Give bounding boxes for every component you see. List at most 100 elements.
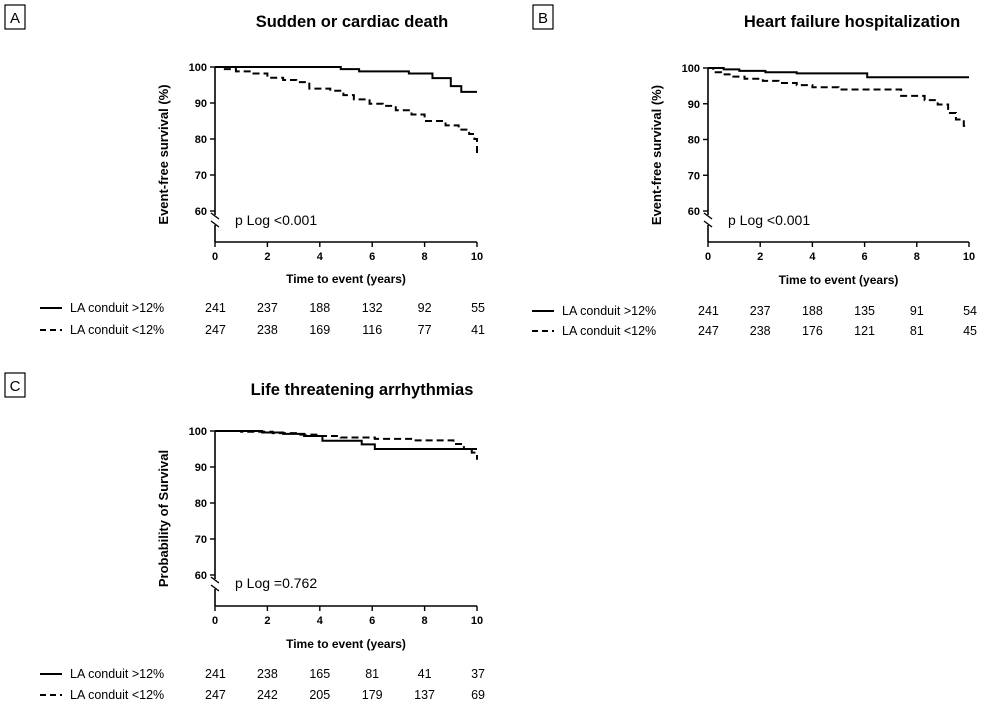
y-tick-label: 100 — [682, 63, 700, 75]
y-tick-label: 60 — [195, 570, 207, 582]
risk-count: 247 — [205, 323, 226, 337]
risk-count: 55 — [471, 301, 485, 315]
p-value-annotation: p Log =0.762 — [235, 575, 317, 591]
x-tick-label: 6 — [862, 251, 868, 263]
y-axis-label: Event-free survival (%) — [649, 85, 664, 225]
y-tick-label: 80 — [195, 134, 207, 146]
risk-count: 37 — [471, 667, 485, 681]
x-tick-label: 4 — [317, 251, 324, 263]
chart-panel-b: B Heart failure hospitalization6070809010… — [532, 4, 977, 338]
x-axis: 0 2 4 6 8 10 Time to event (years) — [212, 605, 483, 651]
risk-count: 242 — [257, 688, 278, 702]
risk-count: 54 — [963, 304, 977, 318]
risk-count: 41 — [418, 667, 432, 681]
risk-count: 92 — [418, 301, 432, 315]
chart-title: Heart failure hospitalization — [744, 13, 960, 31]
x-tick-label: 10 — [471, 615, 483, 627]
risk-count: 165 — [309, 667, 330, 681]
y-axis-label: Event-free survival (%) — [156, 84, 171, 224]
y-tick-label: 70 — [195, 534, 207, 546]
risk-count: 121 — [854, 324, 875, 338]
y-tick-label: 100 — [189, 62, 207, 74]
risk-count: 238 — [257, 667, 278, 681]
x-axis-label: Time to event (years) — [779, 273, 899, 287]
risk-count: 69 — [471, 688, 485, 702]
x-axis: 0 2 4 6 8 10 Time to event (years) — [705, 241, 975, 287]
y-axis-label: Probability of Survival — [156, 450, 171, 587]
risk-count: 238 — [257, 323, 278, 337]
risk-row-label: LA conduit <12% — [70, 688, 164, 702]
y-tick-label: 80 — [688, 135, 700, 147]
number-at-risk-table: LA conduit >12% 241 238 165 81 41 37 LA conduit… — [40, 667, 485, 702]
risk-count: 81 — [365, 667, 379, 681]
y-tick-label: 70 — [688, 170, 700, 182]
risk-count: 237 — [257, 301, 278, 315]
risk-count: 237 — [750, 304, 771, 318]
chart-title: Life threatening arrhythmias — [251, 381, 474, 399]
axis-break-mark — [210, 212, 220, 220]
y-axis: 60 70 80 90 100 Probability of Survival — [156, 426, 220, 606]
panel-letter: A — [10, 10, 20, 27]
x-tick-label: 6 — [369, 251, 375, 263]
risk-count: 188 — [309, 301, 330, 315]
panel-letter-box — [4, 372, 26, 398]
y-axis: 60 70 80 90 100 Event-free survival (%) — [156, 62, 220, 242]
x-tick-label: 10 — [963, 251, 975, 263]
panel-letter-box — [532, 4, 554, 30]
chart-title: Sudden or cardiac death — [256, 13, 449, 31]
risk-count: 137 — [414, 688, 435, 702]
axis-break-mark — [210, 576, 220, 584]
x-tick-label: 0 — [705, 251, 711, 263]
risk-count: 77 — [418, 323, 432, 337]
survival-curve-la-conduit-below-12 — [708, 67, 969, 127]
x-tick-label: 6 — [369, 615, 375, 627]
survival-curve-la-conduit-above-12 — [708, 67, 969, 79]
x-tick-label: 4 — [809, 251, 816, 263]
risk-count: 241 — [205, 667, 226, 681]
risk-count: 132 — [362, 301, 383, 315]
risk-row-label: LA conduit <12% — [70, 323, 164, 337]
risk-count: 41 — [471, 323, 485, 337]
x-tick-label: 10 — [471, 251, 483, 263]
x-tick-label: 8 — [422, 251, 428, 263]
y-tick-label: 60 — [195, 206, 207, 218]
y-tick-label: 80 — [195, 498, 207, 510]
risk-count: 205 — [309, 688, 330, 702]
number-at-risk-table: LA conduit >12% 241 237 188 135 91 54 LA condui… — [532, 304, 977, 338]
y-axis: 60 70 80 90 100 Event-free survival (%) — [649, 63, 713, 242]
y-tick-label: 90 — [195, 462, 207, 474]
p-value-annotation: p Log <0.001 — [235, 212, 317, 228]
y-tick-label: 90 — [195, 98, 207, 110]
risk-count: 81 — [910, 324, 924, 338]
risk-count: 169 — [309, 323, 330, 337]
risk-row-label: LA conduit >12% — [70, 667, 164, 681]
panel-letter-box — [4, 4, 26, 30]
risk-row-label: LA conduit <12% — [562, 324, 656, 338]
x-tick-label: 4 — [317, 615, 324, 627]
survival-curve-la-conduit-below-12 — [215, 66, 478, 154]
risk-count: 176 — [802, 324, 823, 338]
survival-curve-la-conduit-below-12 — [215, 430, 478, 460]
risk-count: 247 — [698, 324, 719, 338]
x-tick-label: 2 — [757, 251, 763, 263]
axis-break-mark — [210, 220, 220, 228]
risk-count: 247 — [205, 688, 226, 702]
x-tick-label: 0 — [212, 251, 218, 263]
y-tick-label: 100 — [189, 426, 207, 438]
risk-count: 45 — [963, 324, 977, 338]
risk-row-label: LA conduit >12% — [562, 304, 656, 318]
risk-row-label: LA conduit >12% — [70, 301, 164, 315]
x-tick-label: 0 — [212, 615, 218, 627]
y-tick-label: 90 — [688, 99, 700, 111]
risk-count: 238 — [750, 324, 771, 338]
risk-count: 188 — [802, 304, 823, 318]
panel-letter: C — [10, 378, 21, 395]
axis-break-mark — [210, 584, 220, 592]
x-axis-label: Time to event (years) — [286, 272, 406, 286]
risk-count: 116 — [362, 323, 382, 337]
panel-letter: B — [538, 10, 548, 27]
risk-count: 241 — [205, 301, 226, 315]
risk-count: 91 — [910, 304, 924, 318]
y-tick-label: 70 — [195, 170, 207, 182]
